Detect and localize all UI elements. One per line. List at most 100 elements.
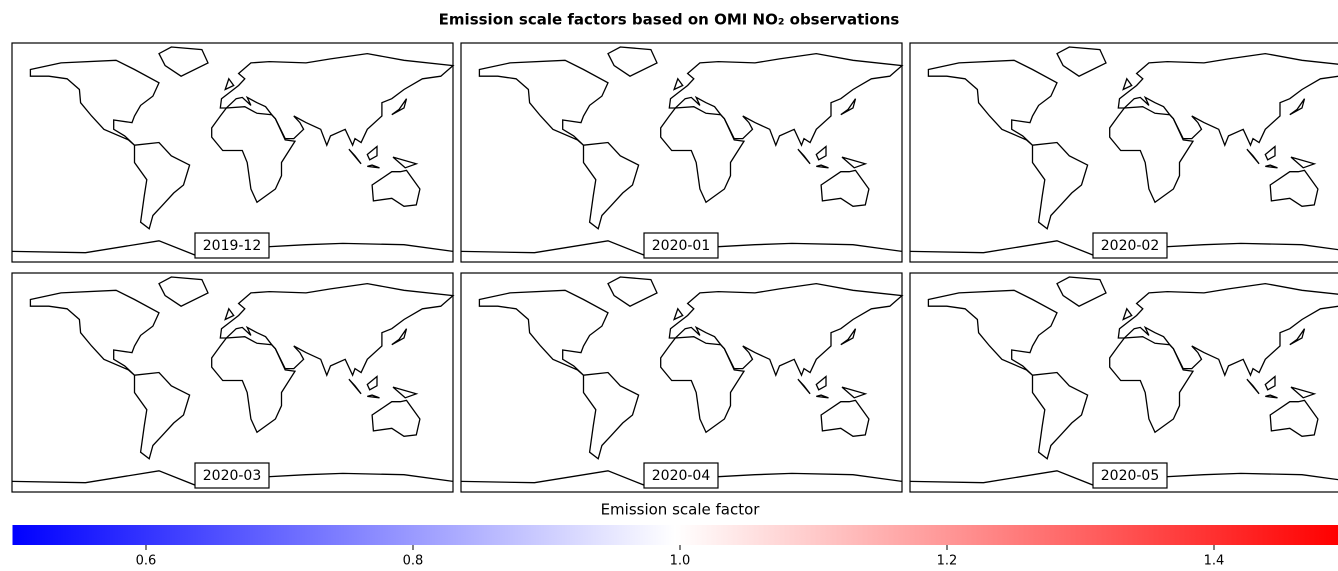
coastline bbox=[840, 98, 857, 116]
coastline bbox=[1122, 307, 1133, 321]
coastline bbox=[1031, 141, 1089, 230]
coastline bbox=[607, 46, 658, 77]
coastline bbox=[1056, 46, 1107, 77]
panel-frame bbox=[460, 272, 903, 493]
coastline bbox=[820, 169, 870, 207]
map-panel: 2019-12 bbox=[11, 42, 455, 263]
colorbar-label: Emission scale factor bbox=[601, 501, 761, 519]
coastline bbox=[29, 289, 160, 376]
panel-label: 2020-01 bbox=[652, 238, 711, 254]
panel-label: 2020-03 bbox=[203, 468, 262, 484]
map-panel: 2020-05 bbox=[909, 272, 1338, 493]
coastline bbox=[660, 106, 746, 204]
coastline bbox=[1265, 394, 1278, 399]
panel-frame bbox=[11, 42, 454, 263]
coastline bbox=[672, 77, 684, 91]
coastline bbox=[1109, 106, 1195, 204]
coastline bbox=[391, 328, 408, 346]
panel-frame bbox=[11, 272, 454, 493]
coastline bbox=[797, 378, 811, 395]
coastline bbox=[816, 164, 829, 169]
panel-label: 2020-05 bbox=[1101, 468, 1160, 484]
coastline bbox=[1122, 77, 1133, 91]
coastline bbox=[927, 59, 1058, 146]
coastline bbox=[820, 399, 870, 437]
coastline bbox=[672, 307, 684, 321]
coastline bbox=[348, 148, 362, 165]
map-panel: 2020-02 bbox=[909, 42, 1338, 263]
colorbar-tick-label: 0.8 bbox=[403, 554, 424, 569]
panel-label: 2019-12 bbox=[203, 238, 262, 254]
coastline bbox=[582, 371, 640, 460]
coastline bbox=[1290, 156, 1317, 169]
coastline bbox=[1246, 378, 1260, 395]
coastline bbox=[607, 276, 658, 307]
coastline bbox=[1246, 148, 1260, 165]
coastline bbox=[211, 106, 297, 204]
coastline bbox=[582, 141, 640, 230]
panel-label-box bbox=[643, 462, 719, 489]
colorbar-tick-label: 1.2 bbox=[937, 554, 958, 569]
coastline bbox=[841, 156, 868, 169]
colorbar bbox=[12, 525, 1338, 545]
coastline bbox=[366, 375, 378, 391]
coastline bbox=[392, 386, 419, 399]
panel-label: 2020-02 bbox=[1101, 238, 1160, 254]
coastline bbox=[219, 52, 455, 147]
coastline bbox=[133, 141, 191, 230]
coastline bbox=[158, 46, 209, 77]
coastline bbox=[1264, 145, 1276, 161]
coastline bbox=[815, 145, 827, 161]
coastline bbox=[668, 52, 904, 147]
coastline bbox=[1264, 375, 1276, 391]
coastline bbox=[366, 145, 378, 161]
colorbar-tick-label: 0.6 bbox=[136, 554, 157, 569]
coastline bbox=[1269, 399, 1319, 437]
coastline bbox=[797, 148, 811, 165]
coastline bbox=[841, 386, 868, 399]
panel-label-box bbox=[1092, 232, 1168, 259]
panel-frame bbox=[460, 42, 903, 263]
coastline bbox=[1117, 52, 1338, 147]
coastline bbox=[29, 59, 160, 146]
coastline bbox=[371, 169, 421, 207]
figure-title: Emission scale factors based on OMI NO₂ … bbox=[439, 11, 900, 29]
colorbar-tick-label: 1.4 bbox=[1204, 554, 1225, 569]
coastline bbox=[927, 289, 1058, 376]
panel-label-box bbox=[194, 462, 270, 489]
coastline bbox=[224, 307, 235, 321]
panel-label-box bbox=[194, 232, 270, 259]
coastline bbox=[840, 328, 857, 346]
panel-frame bbox=[909, 42, 1338, 263]
coastline bbox=[219, 282, 455, 377]
panel-label-box bbox=[643, 232, 719, 259]
map-panel: 2020-03 bbox=[11, 272, 455, 493]
coastline bbox=[1031, 371, 1089, 460]
map-panel: 2020-04 bbox=[460, 272, 904, 493]
coastline bbox=[1269, 169, 1319, 207]
coastline bbox=[371, 399, 421, 437]
panel-label: 2020-04 bbox=[652, 468, 711, 484]
panel-frame bbox=[909, 272, 1338, 493]
coastline bbox=[1290, 386, 1317, 399]
coastline bbox=[133, 371, 191, 460]
coastline bbox=[1289, 328, 1306, 346]
coastline bbox=[158, 276, 209, 307]
coastline bbox=[668, 282, 904, 377]
coastline bbox=[1109, 336, 1195, 434]
coastline bbox=[367, 394, 380, 399]
coastline bbox=[224, 77, 235, 91]
coastline bbox=[660, 336, 746, 434]
coastline bbox=[348, 378, 362, 395]
coastline bbox=[1117, 282, 1338, 377]
coastline bbox=[478, 289, 609, 376]
coastline bbox=[367, 164, 380, 169]
coastline bbox=[478, 59, 609, 146]
panel-label-box bbox=[1092, 462, 1168, 489]
coastline bbox=[815, 375, 827, 391]
colorbar-tick-label: 1.0 bbox=[670, 554, 691, 569]
map-panel: 2020-01 bbox=[460, 42, 904, 263]
coastline bbox=[1056, 276, 1107, 307]
coastline bbox=[1265, 164, 1278, 169]
